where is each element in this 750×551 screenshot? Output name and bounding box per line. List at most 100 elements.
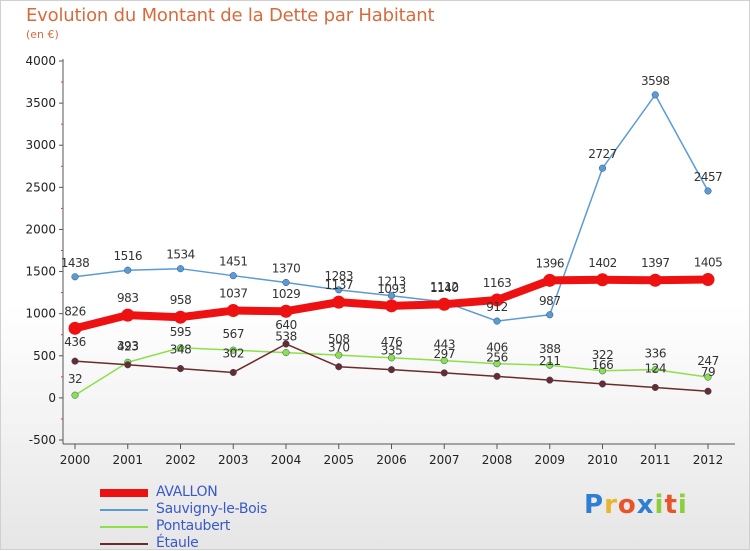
data-point — [596, 273, 609, 287]
data-label: 1093 — [377, 282, 406, 296]
data-point — [335, 286, 343, 294]
data-label: 958 — [170, 293, 191, 307]
y-tick-label: 2500 — [25, 180, 56, 194]
data-label: 1397 — [641, 256, 670, 270]
logo-letter: t — [664, 490, 678, 520]
data-label: 1140 — [430, 281, 459, 295]
x-tick-label: 2010 — [587, 453, 618, 467]
data-label: 1534 — [166, 248, 195, 262]
data-label: 406 — [486, 341, 507, 355]
data-label: 567 — [223, 327, 244, 341]
chart-subtitle: (en €) — [26, 28, 59, 41]
y-tick-label: 2000 — [25, 222, 56, 236]
legend-swatch — [100, 526, 148, 528]
data-point — [174, 310, 187, 324]
y-tick-label: 4000 — [25, 54, 56, 68]
data-label: 2727 — [588, 147, 617, 161]
legend-swatch — [100, 509, 148, 511]
chart-title: Evolution du Montant de la Dette par Hab… — [26, 5, 435, 26]
data-label: 1451 — [219, 255, 248, 269]
data-label: 2457 — [694, 170, 723, 184]
data-label: 348 — [170, 343, 191, 357]
data-label: 912 — [486, 300, 507, 314]
data-point — [546, 311, 554, 319]
data-point — [279, 304, 293, 318]
data-point — [124, 361, 132, 369]
proxiti-logo: Proxiti — [584, 490, 688, 520]
x-tick-label: 2003 — [218, 453, 249, 467]
data-point — [493, 360, 501, 368]
x-tick-label: 2011 — [640, 453, 671, 467]
data-label: 1405 — [694, 256, 723, 270]
data-point — [598, 380, 607, 388]
data-label: 640 — [275, 318, 296, 332]
data-label: 1516 — [113, 249, 142, 263]
data-point — [176, 365, 185, 373]
logo-letter: i — [677, 490, 688, 520]
data-point — [335, 351, 343, 359]
legend-item: Pontaubert — [100, 518, 360, 534]
legend-item: Sauvigny-le-Bois — [100, 501, 360, 517]
y-tick-label: 1500 — [25, 265, 56, 279]
y-tick-label: -500 — [29, 433, 56, 447]
data-label: 443 — [434, 338, 455, 352]
data-point — [440, 369, 448, 377]
data-point — [282, 349, 290, 357]
data-label: 1029 — [272, 287, 301, 301]
data-point — [387, 366, 396, 374]
data-point — [440, 357, 448, 365]
data-label: 1370 — [272, 262, 301, 276]
data-point — [71, 391, 79, 399]
legend-label: Pontaubert — [156, 518, 231, 534]
data-label: 423 — [117, 339, 138, 353]
x-tick-label: 2006 — [376, 453, 407, 467]
data-label: 538 — [275, 330, 296, 344]
data-label: 436 — [64, 335, 85, 349]
legend-item: Étaule — [100, 535, 360, 551]
data-label: 1283 — [324, 269, 353, 283]
data-label: 1137 — [324, 278, 353, 292]
data-label: 32 — [68, 372, 82, 386]
data-label: 297 — [434, 347, 455, 361]
data-point — [648, 273, 662, 287]
x-tick-label: 2008 — [482, 453, 513, 467]
data-label: 595 — [170, 325, 191, 339]
data-point — [176, 344, 185, 352]
legend-item: AVALLON — [100, 484, 360, 500]
data-label: 247 — [697, 354, 718, 368]
data-point — [282, 340, 290, 348]
logo-letter: P — [584, 490, 605, 520]
data-label: 1396 — [535, 256, 564, 270]
data-point — [282, 278, 290, 287]
data-point — [598, 367, 607, 375]
data-label: 124 — [645, 361, 666, 375]
y-tick-label: 1000 — [25, 307, 56, 321]
data-label: 335 — [381, 344, 402, 358]
y-tick-label: 0 — [48, 391, 56, 405]
data-point — [651, 383, 659, 391]
data-point — [704, 387, 712, 395]
data-point — [543, 273, 557, 287]
data-label: 476 — [381, 335, 402, 349]
data-point — [704, 187, 712, 195]
data-point — [121, 308, 135, 322]
y-tick-label: 3000 — [25, 138, 56, 152]
legend-label: Étaule — [156, 535, 199, 551]
data-label: 1037 — [219, 287, 248, 301]
data-point — [229, 368, 237, 377]
legend-swatch — [100, 489, 148, 497]
legend-label: AVALLON — [156, 484, 218, 500]
legend-swatch — [100, 543, 148, 545]
data-label: 393 — [117, 339, 138, 353]
data-label: 1163 — [483, 276, 512, 290]
x-tick-label: 2004 — [271, 453, 302, 467]
data-label: 79 — [701, 365, 715, 379]
data-label: 388 — [539, 342, 560, 356]
logo-letter: i — [654, 490, 665, 520]
data-label: 256 — [486, 350, 507, 364]
data-point — [651, 366, 659, 374]
data-label: 826 — [64, 304, 85, 318]
logo-letter: x — [636, 490, 655, 520]
data-label: 166 — [592, 358, 613, 372]
